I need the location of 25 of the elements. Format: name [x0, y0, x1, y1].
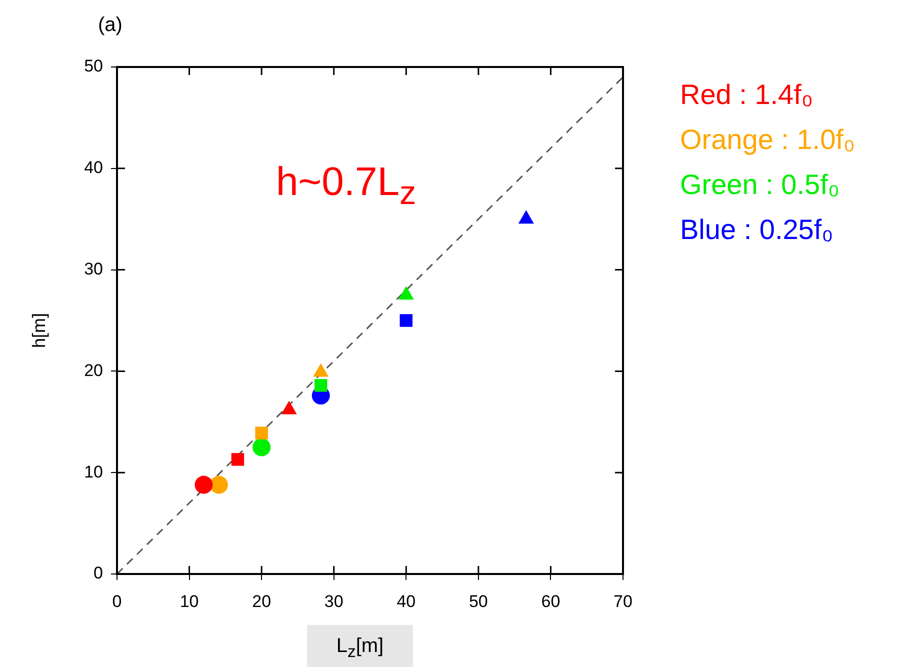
y-tick-label: 40: [84, 158, 103, 178]
x-tick-label: 30: [324, 592, 344, 611]
text: Green : 0.5f₀: [680, 168, 840, 202]
x-axis-title: L$_{z}$[m]: [307, 625, 413, 667]
point: [518, 210, 534, 224]
y-tick-label: 10: [84, 462, 103, 482]
point: [398, 286, 414, 300]
chart-title: (a): [98, 14, 122, 37]
x-tick-label: 40: [396, 592, 416, 611]
x-tick-label: 20: [252, 592, 272, 611]
point: [313, 363, 329, 377]
text: Blue : 0.25f₀: [680, 213, 834, 247]
text: Red : 1.4f₀: [680, 78, 814, 112]
y-tick-label: 20: [84, 360, 103, 380]
y-axis-title: h[m]: [29, 312, 50, 348]
x-tick-label: 10: [180, 592, 199, 611]
y-tick-label: 30: [84, 259, 103, 278]
y-tick-label: 50: [84, 56, 103, 76]
text: Orange : 1.0f₀: [680, 123, 856, 157]
x-tick-label: 60: [541, 592, 560, 611]
x-tick-label: 50: [468, 592, 488, 611]
y-tick-label: 0: [94, 564, 103, 583]
x-tick-label: 0: [112, 592, 122, 611]
annotation: h~0.7L$_{z}$: [276, 160, 416, 213]
x-tick-label: 70: [614, 592, 632, 611]
